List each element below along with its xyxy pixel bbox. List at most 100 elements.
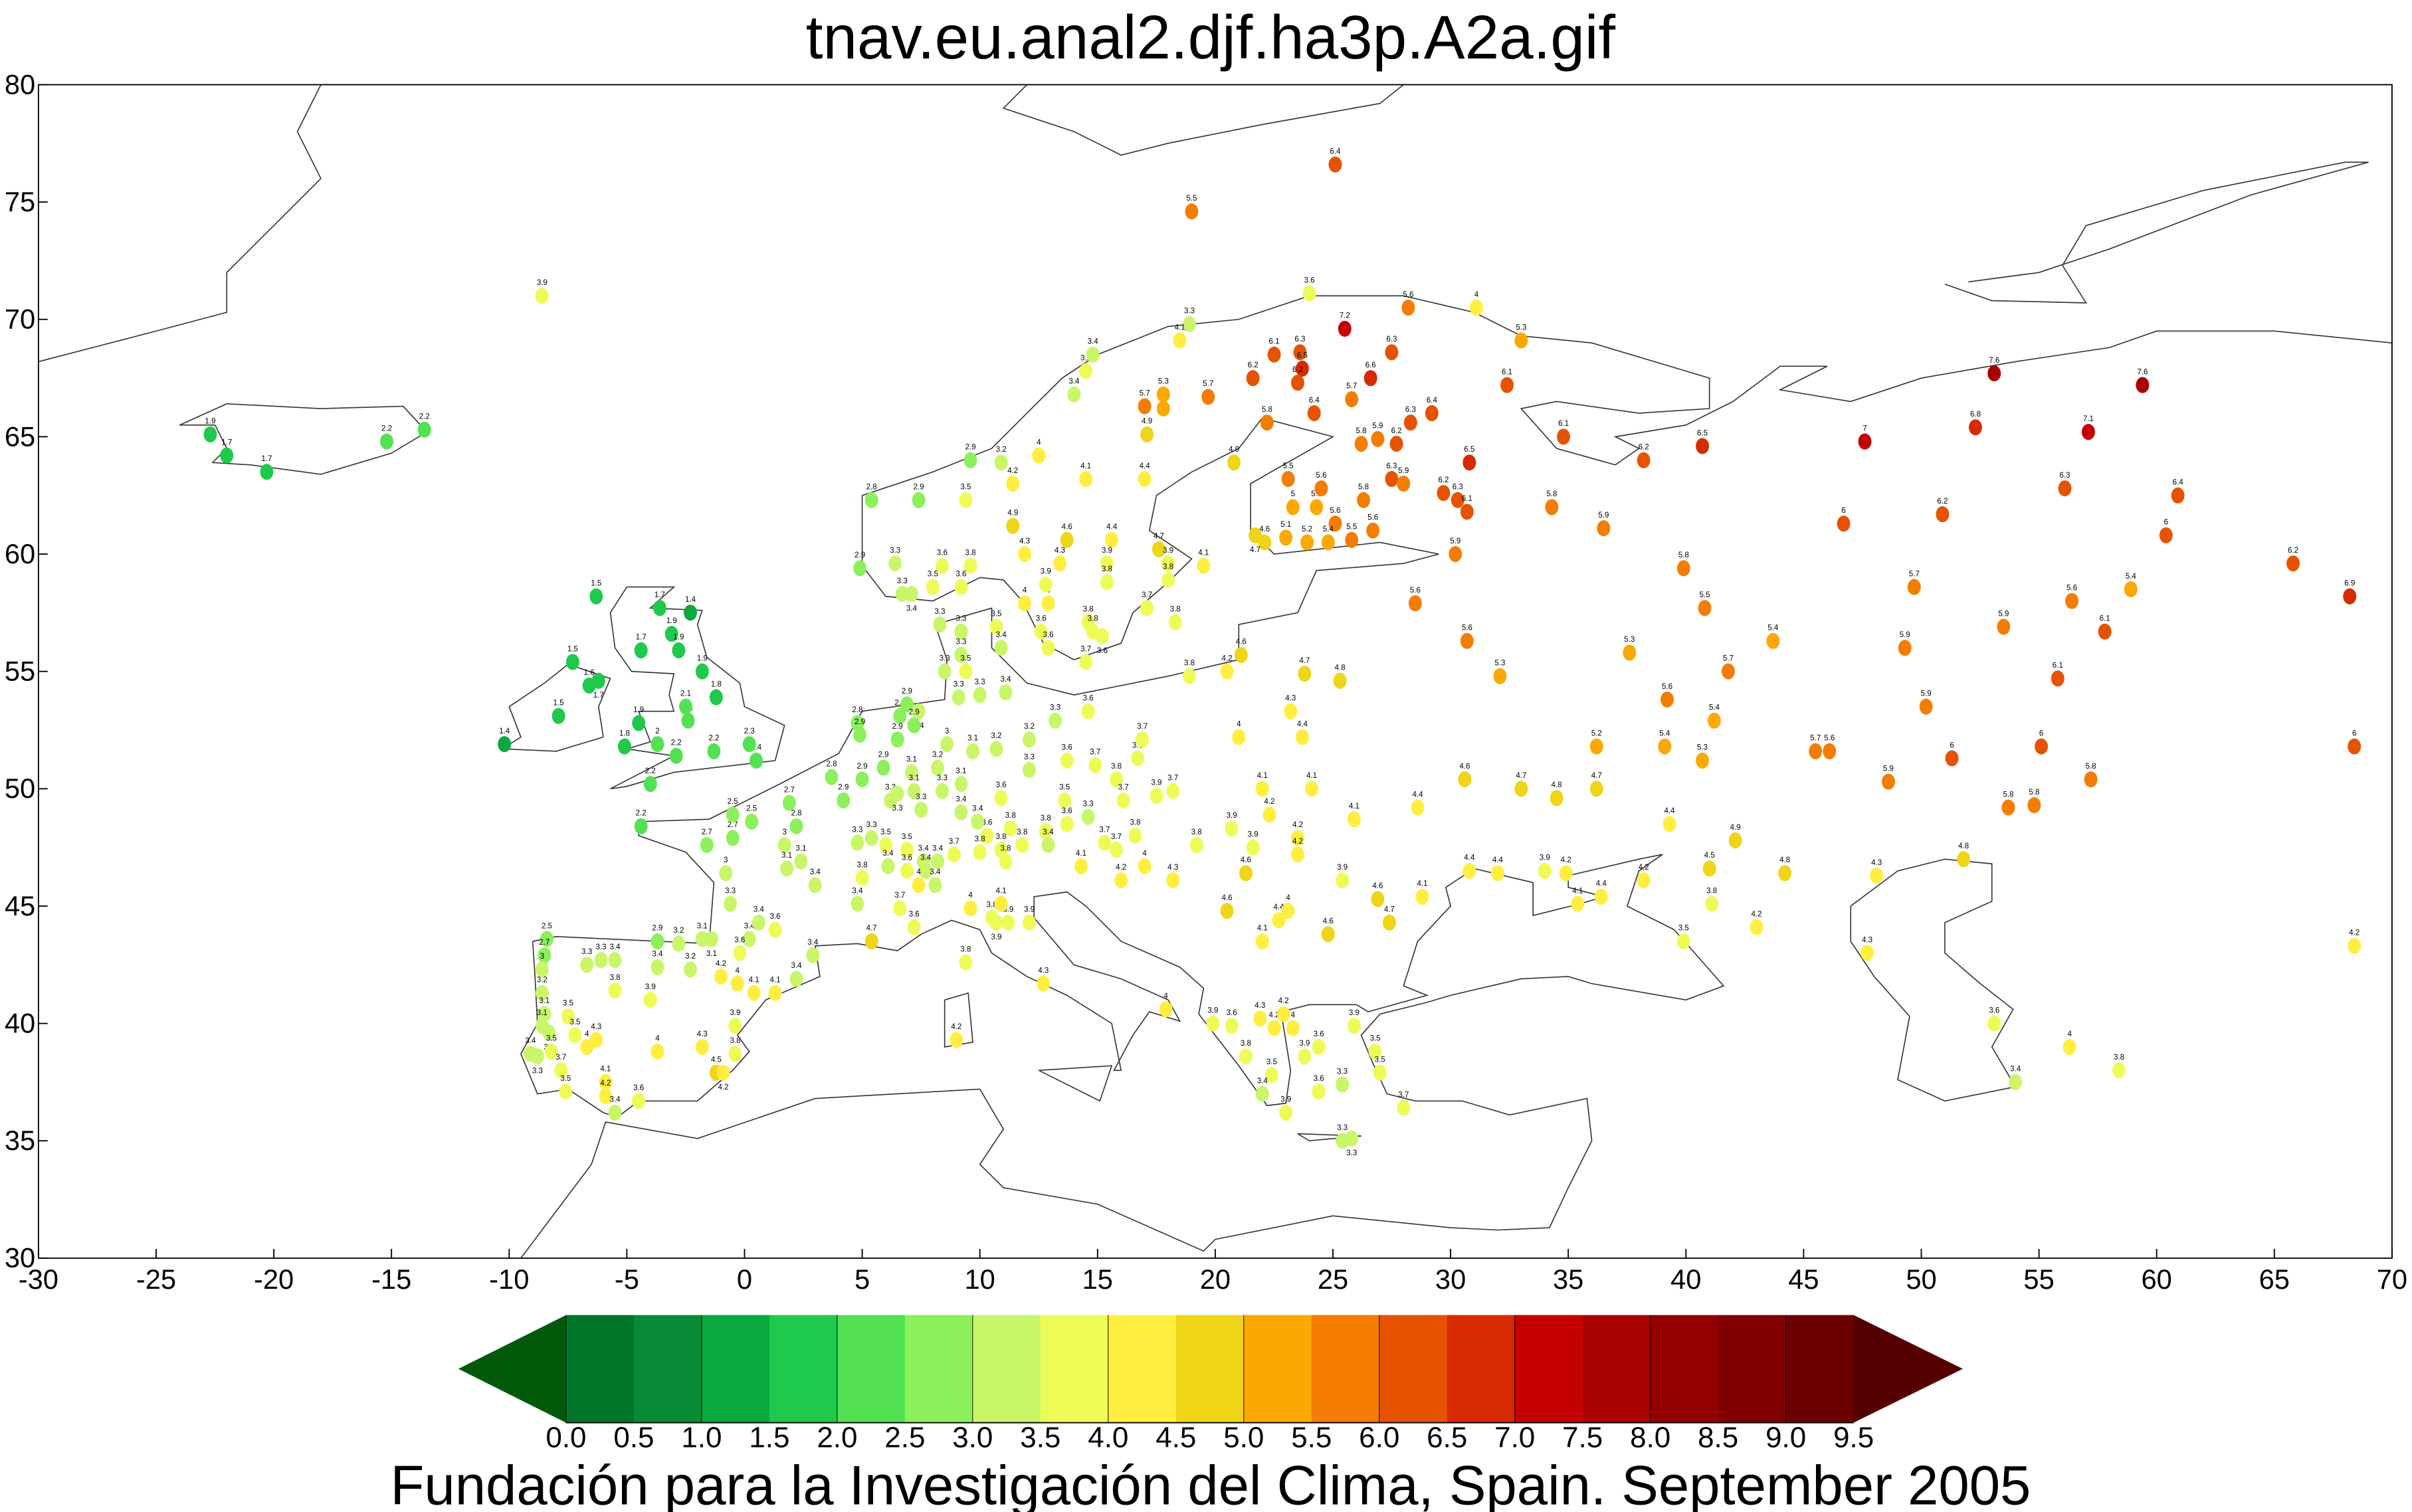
station-value-label: 3.4 [810,868,821,876]
station-marker [926,579,940,595]
station-value-label: 4.2 [1264,798,1274,806]
colorbar-bin [1582,1315,1651,1423]
station-point: 3.4 [789,962,803,987]
station-point: 6 [1837,507,1851,532]
station-marker [1415,888,1429,905]
station-point: 3.6 [1060,807,1074,832]
station-marker [947,846,961,863]
station-marker [1589,738,1603,755]
station-marker [989,618,1003,635]
station-point: 5.4 [2124,573,2138,598]
station-marker [1919,698,1933,715]
station-value-label: 4.2 [1292,838,1303,846]
station-marker [900,696,914,713]
station-marker [1114,872,1128,889]
station-point: 3.9 [1298,1040,1312,1065]
station-value-label: 4.1 [1572,887,1583,895]
station-marker [1870,868,1884,884]
colorbar-label: 1.5 [749,1422,789,1454]
station-point: 3.5 [959,654,973,680]
station-marker [931,759,944,776]
station-marker [1766,632,1780,649]
station-point: 3.1 [780,852,794,877]
station-marker [1034,623,1048,640]
station-marker [1249,527,1262,543]
station-marker [2058,480,2072,497]
station-marker [1166,783,1180,799]
station-marker [1060,816,1074,832]
station-point: 3.9 [1279,1096,1293,1121]
station-point: 2.2 [417,413,431,438]
station-marker [1302,285,1316,302]
colorbar-bin [565,1315,635,1423]
station-point: 6.4 [1328,147,1342,173]
station-point: 5.8 [1357,484,1371,508]
station-marker [1086,346,1100,363]
station-marker [912,492,926,508]
station-marker [1225,1018,1239,1034]
station-marker [552,708,565,724]
station-marker [1100,555,1114,572]
station-marker [1957,851,1971,868]
colorbar-bin [1650,1315,1719,1423]
station-value-label: 3.7 [1167,775,1178,783]
station-marker [651,1043,664,1060]
station-point: 3.5 [879,828,892,854]
station-marker [2286,555,2300,572]
station-point: 5.5 [1345,523,1359,548]
station-marker [954,804,968,820]
station-marker [1363,370,1377,387]
station-value-label: 4.8 [1958,842,1969,850]
station-marker [1201,389,1215,405]
station-marker [700,837,714,854]
station-marker [726,806,740,823]
station-marker [837,792,851,808]
station-marker [1220,663,1234,680]
station-point: 1.9 [695,654,709,680]
station-value-label: 3.8 [1017,828,1027,836]
station-marker [1088,757,1102,773]
station-marker [1368,1043,1382,1060]
station-point: 3.7 [1110,833,1123,858]
station-point: 3.6 [1041,631,1055,656]
station-value-label: 6.1 [1269,338,1280,346]
station-marker [994,896,1008,912]
station-marker [959,492,973,508]
station-point: 3.2 [535,977,549,1001]
station-value-label: 5.2 [1591,729,1602,737]
station-value-label: 3.5 [960,654,971,662]
station-point: 6.3 [1293,335,1307,361]
station-marker [1074,858,1088,875]
station-point: 4.1 [1079,462,1093,488]
station-value-label: 5.8 [1546,490,1557,498]
station-marker [1276,1006,1290,1022]
station-marker [806,947,820,964]
station-value-label: 3.9 [991,933,1001,941]
station-point: 1.9 [664,617,678,642]
station-marker [728,1018,742,1034]
x-tick-label: 15 [1082,1264,1113,1295]
station-value-label: 4.2 [1278,997,1289,1005]
station-value-label: 3.6 [1062,744,1072,752]
station-value-label: 1.9 [633,706,644,714]
colorbar-label: 4.5 [1156,1422,1196,1454]
station-point: 3.4 [931,845,944,870]
station-value-label: 3.4 [610,1096,621,1104]
station-point: 4.4 [1594,880,1608,905]
station-marker [1514,781,1528,797]
station-point: 3.4 [1067,378,1081,403]
station-value-label: 5.7 [1723,654,1734,662]
station-value-label: 6.2 [1639,444,1649,452]
station-marker [1750,919,1763,935]
station-marker [750,752,763,769]
station-marker [608,952,622,969]
station-marker [589,1032,603,1048]
station-value-label: 5.7 [1203,380,1213,388]
station-value-label: 5.8 [2003,791,2013,799]
station-value-label: 3.9 [1337,864,1348,872]
station-marker [724,896,738,912]
station-marker [1138,471,1152,488]
station-point: 6 [2159,519,2173,543]
colorbar-bin [701,1315,770,1423]
